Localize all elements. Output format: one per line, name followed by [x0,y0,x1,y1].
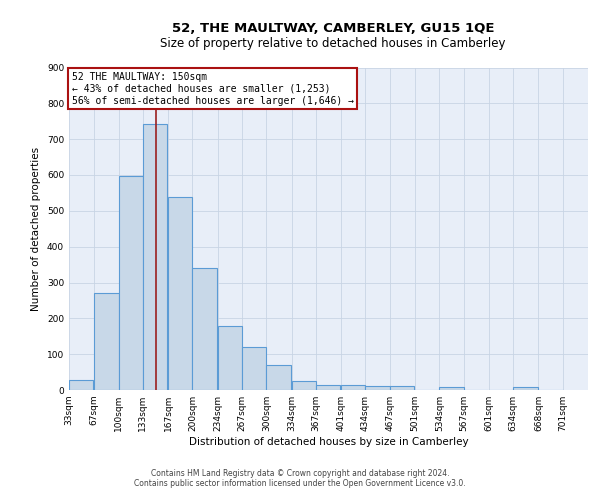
X-axis label: Distribution of detached houses by size in Camberley: Distribution of detached houses by size … [188,437,469,447]
Bar [168,197,193,390]
Bar [193,268,217,390]
Bar [439,387,464,390]
Bar [266,365,291,390]
Text: 52 THE MAULTWAY: 150sqm
← 43% of detached houses are smaller (1,253)
56% of semi: 52 THE MAULTWAY: 150sqm ← 43% of detache… [71,72,353,106]
Bar [514,387,538,390]
Bar [143,124,167,390]
Bar [365,386,390,390]
Text: 52, THE MAULTWAY, CAMBERLEY, GU15 1QE: 52, THE MAULTWAY, CAMBERLEY, GU15 1QE [172,22,494,36]
Bar [218,326,242,390]
Bar [292,381,316,390]
Bar [316,386,340,390]
Bar [390,386,414,390]
Bar [69,380,94,390]
Y-axis label: Number of detached properties: Number of detached properties [31,146,41,311]
Bar [341,386,365,390]
Text: Contains public sector information licensed under the Open Government Licence v3: Contains public sector information licen… [134,478,466,488]
Text: Contains HM Land Registry data © Crown copyright and database right 2024.: Contains HM Land Registry data © Crown c… [151,468,449,477]
Bar [94,293,119,390]
Bar [119,176,143,390]
Text: Size of property relative to detached houses in Camberley: Size of property relative to detached ho… [160,38,506,51]
Bar [242,347,266,390]
